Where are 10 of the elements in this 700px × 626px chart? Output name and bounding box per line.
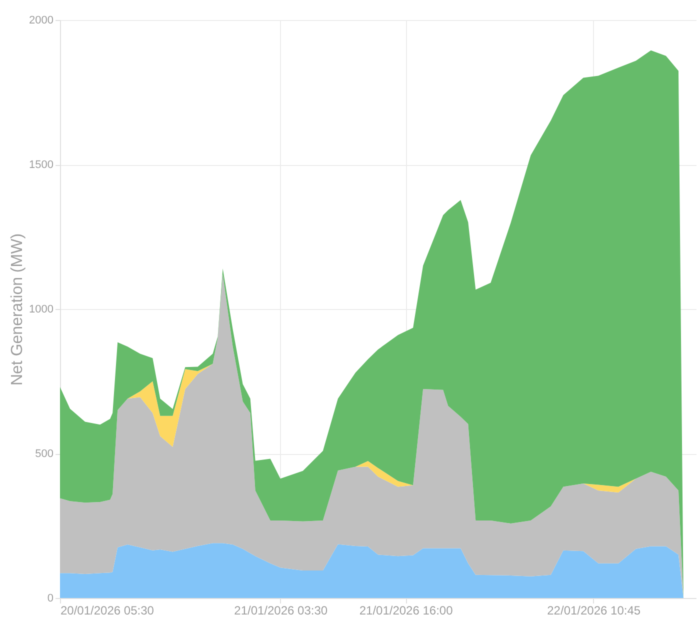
x-tick-label: 22/01/2026 10:45 — [547, 604, 641, 618]
x-tick-label: 20/01/2026 05:30 — [60, 604, 154, 618]
y-tick-label: 2000 — [29, 14, 54, 26]
y-tick-label: 500 — [35, 448, 54, 460]
y-tick-label: 1000 — [29, 304, 54, 316]
y-tick-label: 0 — [47, 592, 54, 604]
x-tick-label: 21/01/2026 16:00 — [359, 604, 454, 618]
x-tick-label: 21/01/2026 03:30 — [234, 604, 328, 618]
y-axis-title: Net Generation (MW) — [9, 233, 26, 386]
y-tick-label: 1500 — [29, 159, 54, 171]
